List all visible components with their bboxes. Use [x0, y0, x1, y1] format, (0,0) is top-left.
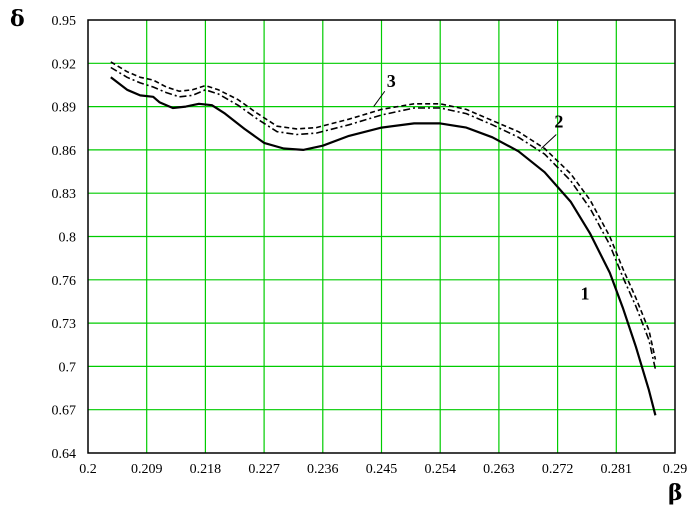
series-line-1 — [110, 76, 657, 416]
curve-label-1: 1 — [580, 283, 589, 303]
y-tick-label: 0.95 — [52, 14, 77, 29]
y-tick-label: 0.8 — [59, 231, 77, 246]
grid — [88, 20, 675, 453]
curve-labels: 3 2 1 — [387, 71, 590, 303]
x-tick-label: 0.29 — [663, 462, 688, 477]
y-tick-label: 0.76 — [52, 274, 77, 289]
y-tick-label: 0.86 — [52, 144, 77, 159]
y-tick-label: 0.64 — [52, 447, 77, 462]
series-line-3 — [110, 66, 657, 370]
y-tick-label: 0.89 — [52, 101, 77, 116]
x-tick-labels: 0.2 0.209 0.218 0.227 0.236 0.245 0.254 0.263 0.… — [79, 462, 687, 477]
x-tick-label: 0.263 — [483, 462, 515, 477]
y-tick-labels: 0.95 0.92 0.89 0.86 0.83 0.8 0.76 0.73 0.7 0.67 0.… — [52, 14, 77, 462]
y-axis-label: δ — [10, 6, 25, 32]
x-tick-label: 0.245 — [366, 462, 398, 477]
x-tick-label: 0.209 — [131, 462, 163, 477]
x-tick-label: 0.236 — [307, 462, 339, 477]
series-line-2 — [110, 61, 657, 360]
plot-frame — [87, 19, 676, 454]
y-tick-label: 0.7 — [59, 360, 77, 375]
curve-label-2: 2 — [554, 112, 563, 132]
y-tick-label: 0.83 — [52, 187, 77, 202]
y-tick-label: 0.73 — [52, 317, 77, 332]
series-lines — [110, 61, 657, 416]
leader-line-2 — [540, 134, 557, 149]
x-tick-label: 0.227 — [248, 462, 280, 477]
x-tick-label: 0.254 — [424, 462, 456, 477]
y-tick-label: 0.92 — [52, 57, 77, 72]
leader-line-3 — [373, 90, 386, 107]
y-tick-label: 0.67 — [52, 404, 77, 419]
curve-label-3: 3 — [387, 71, 396, 91]
x-tick-label: 0.2 — [79, 462, 97, 477]
x-tick-label: 0.218 — [190, 462, 222, 477]
x-tick-label: 0.272 — [542, 462, 574, 477]
label-leaders — [373, 90, 557, 149]
x-tick-label: 0.281 — [601, 462, 633, 477]
x-axis-label: β — [668, 480, 683, 506]
